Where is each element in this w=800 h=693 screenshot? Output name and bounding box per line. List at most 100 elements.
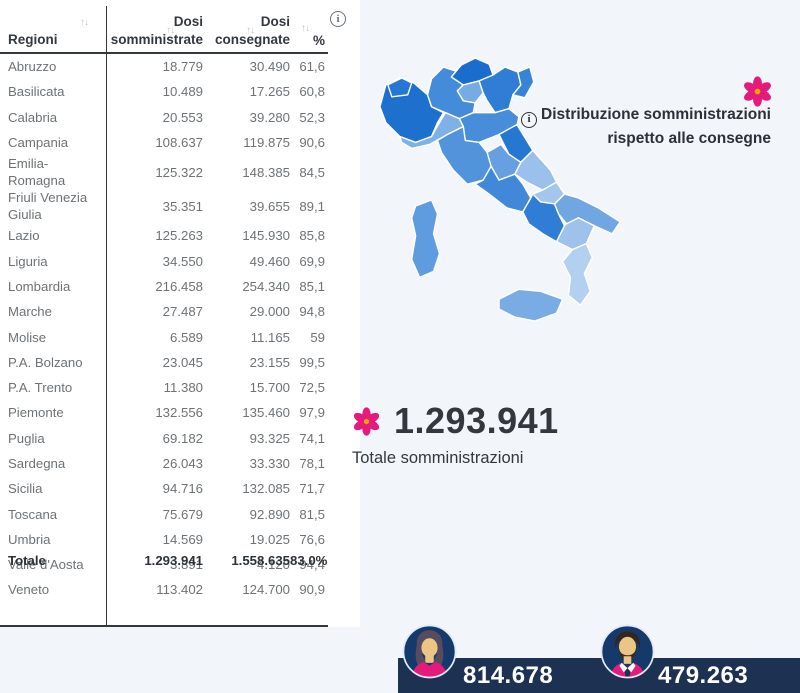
doses-delivered: 39.655 [249,198,290,214]
table-body: Abruzzo 18.779 30.490 61,6 Basilicata 10… [0,54,328,603]
gender-stats-bar [398,658,800,693]
map-region-lazio[interactable] [474,165,532,213]
total-administered-label: Totale somministrazioni [352,449,524,467]
total-somministrate: 1.293.941 [144,553,203,569]
map-region-sardegna[interactable] [410,199,441,279]
doses-delivered: 49.460 [249,253,290,269]
map-region-sicilia[interactable] [498,288,564,322]
table-column-divider [106,6,107,625]
region-name: Sardegna [8,456,66,471]
doses-delivered: 93.325 [249,430,290,446]
percent-value: 89,1 [299,198,325,214]
primula-flower-icon [744,76,771,107]
primula-flower-icon [353,407,380,436]
region-name: Friuli Venezia Giulia [8,190,88,223]
region-name: Molise [8,329,47,345]
column-header-regioni[interactable]: Regioni [8,32,58,47]
region-name: Liguria [8,253,48,269]
region-name: Valle d'Aosta [8,557,84,573]
table-row: Toscana 75.679 92.890 81,5 [0,501,328,526]
table-row: P.A. Bolzano 23.045 23.155 99,5 [0,350,328,375]
column-header-dosi-consegnate[interactable]: Dosi consegnate [214,14,290,47]
sort-icon[interactable]: ↑↓ [80,17,89,28]
total-percent: 83.0% [290,553,328,569]
map-region-toscana[interactable] [436,125,494,185]
doses-delivered: 119.875 [243,135,290,151]
sort-icon[interactable]: ↑↓ [166,25,175,36]
map-region-friuli[interactable] [512,66,535,99]
table-total-row: Totale 1.293.941 1.558.635 83.0% [0,548,328,573]
region-name: P.A. Trento [8,380,73,396]
doses-administered: 11.380 [163,380,203,396]
percent-value: 72,5 [299,380,325,396]
sort-icon[interactable]: ↑↓ [301,23,310,34]
map-region-valle-daosta[interactable] [387,77,413,98]
table-row: Emilia-Romagna 125.322 148.385 84,5 [0,155,328,189]
table-row: Molise 6.589 11.165 59 [0,324,328,349]
doses-delivered: 29.000 [249,304,290,320]
doses-administered: 75.679 [162,506,203,522]
percent-value: 78,1 [299,456,325,471]
map-caption-line2: rispetto alle consegne [607,129,771,147]
doses-delivered: 33.330 [249,456,290,471]
doses-administered: 108.637 [155,135,203,151]
map-region-calabria[interactable] [561,242,593,306]
doses-administered: 113.402 [156,582,203,598]
percent-value: 97,9 [299,405,325,421]
map-region-liguria[interactable] [399,111,464,150]
percent-value: 81,5 [299,506,325,522]
region-name: Emilia-Romagna [8,156,66,189]
region-name: Piemonte [8,405,64,421]
percent-value: 60,8 [299,84,325,100]
doses-delivered: 254.340 [242,278,290,294]
table-header-rule [0,52,328,54]
column-header-percent[interactable]: % [312,33,325,48]
table-row: Calabria 20.553 39.280 52,3 [0,105,328,130]
info-icon[interactable]: i [330,11,346,27]
table-footer-rule [0,625,328,627]
doses-delivered: 4.120 [256,557,290,573]
doses-administered: 216.458 [155,278,203,294]
doses-administered: 94.716 [162,481,203,497]
region-name: Campania [8,135,69,151]
doses-administered: 18.779 [162,59,203,75]
regions-table-panel: Regioni ↑↓ Dosi somministrate ↑↓ Dosi co… [0,0,360,627]
doses-delivered: 92.890 [249,506,290,522]
doses-administered: 125.322 [155,164,203,180]
doses-delivered: 30.490 [249,59,290,75]
male-avatar [600,624,655,679]
table-row: Sicilia 94.716 132.085 71,7 [0,476,328,501]
info-icon[interactable]: i [521,111,538,128]
doses-administered: 6.589 [169,329,203,345]
table-row: Liguria 34.550 49.460 69,9 [0,248,328,273]
male-doses-count: 479.263 [658,662,749,689]
percent-value: 90,6 [299,135,325,151]
italy-choropleth-map [372,54,630,346]
percent-value: 71,7 [299,481,325,497]
table-row: Umbria 14.569 19.025 76,6 [0,527,328,552]
doses-delivered: 148.385 [242,164,290,180]
region-name: Abruzzo [8,59,57,75]
column-header-dosi-somministrate[interactable]: Dosi somministrate [110,14,203,47]
percent-value: 61,6 [299,59,325,75]
sort-icon[interactable]: ↑↓ [246,25,255,36]
region-name: Lazio [8,228,40,244]
doses-administered: 34.550 [162,253,203,269]
percent-value: 94,8 [299,304,325,320]
table-row: Lombardia 216.458 254.340 85,1 [0,274,328,299]
percent-value: 85,8 [299,228,325,244]
percent-value: 52,3 [299,109,325,125]
map-caption: i Distribuzione somministrazioni rispetto… [451,104,771,149]
percent-value: 76,6 [299,531,325,547]
map-region-abruzzo[interactable] [514,149,558,191]
doses-administered: 69.182 [162,430,203,446]
doses-administered: 10.489 [162,84,203,100]
region-name: Lombardia [8,278,71,294]
region-name: P.A. Bolzano [8,354,83,370]
percent-value: 99,5 [299,354,325,370]
region-name: Calabria [8,109,58,125]
doses-delivered: 135.460 [242,405,290,421]
doses-administered: 3.891 [169,557,203,573]
map-caption-line1: Distribuzione somministrazioni [541,106,771,123]
doses-delivered: 39.280 [249,109,290,125]
